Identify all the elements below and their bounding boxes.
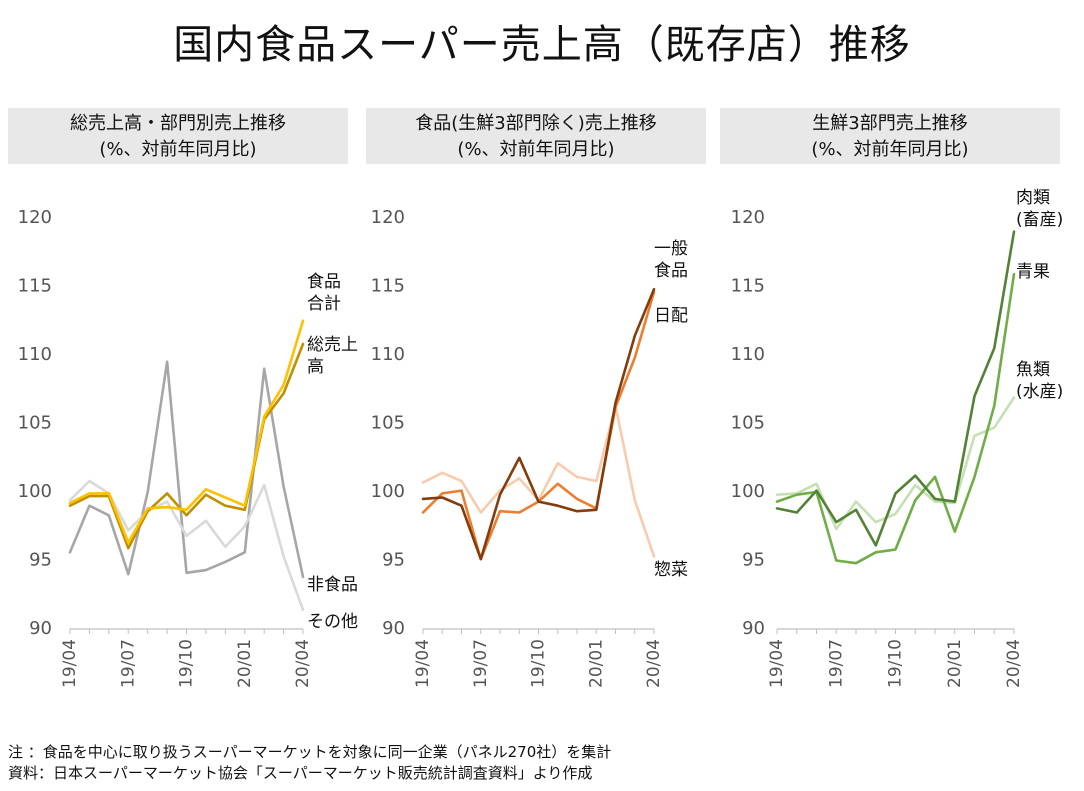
y-tick-label: 90 [742,618,765,639]
series-label: 高 [307,357,324,377]
panel-title: 総売上高・部門別売上推移 [70,113,286,134]
series-label: 惣菜 [654,560,688,580]
footnotes: 注 ：食品を中心に取り扱うスーパーマーケットを対象に同一企業（パネル270社）を… [8,742,611,784]
panel-title: 食品(生鮮3部門除く)売上推移 [415,113,657,134]
x-tick-label: 19/04 [767,639,787,688]
panel-unit: (%、対前年同月比) [811,139,969,160]
y-tick-label: 95 [29,550,52,571]
x-tick-label: 19/07 [471,639,491,688]
y-tick-label: 105 [18,413,52,434]
series-label: 青果 [1016,262,1050,282]
x-tick-label: 19/07 [826,639,846,688]
series-label: 総売上 [307,335,358,355]
x-tick-label: 20/04 [1004,639,1024,688]
series-line [775,396,1016,531]
x-tick-label: 20/01 [235,639,255,688]
source-line: 資料：日本スーパーマーケット協会「スーパーマーケット販売統計調査資料」より作成 [8,764,593,782]
y-tick-label: 105 [731,413,765,434]
note-line: 注 ：食品を中心に取り扱うスーパーマーケットを対象に同一企業（パネル270社）を… [8,743,612,761]
x-tick-label: 19/10 [529,639,549,688]
series-label: 一般 [654,239,688,259]
y-tick-label: 115 [731,276,765,297]
panel-header-total: 総売上高・部門別売上推移 (%、対前年同月比) [8,108,348,164]
y-tick-label: 100 [731,481,765,502]
y-tick-label: 110 [371,344,405,365]
x-tick-label: 20/01 [586,639,606,688]
y-tick-label: 120 [371,207,405,228]
x-tick-label: 20/04 [293,639,313,688]
series-line [775,272,1016,565]
y-tick-label: 115 [371,276,405,297]
panel-title: 生鮮3部門売上推移 [812,113,968,134]
y-tick-label: 120 [18,207,52,228]
series-label: その他 [307,612,358,632]
panel-unit: (%、対前年同月比) [99,139,257,160]
y-tick-label: 110 [18,344,52,365]
series-label: 日配 [654,306,688,326]
x-tick-label: 19/04 [413,639,433,688]
x-tick-label: 20/04 [644,639,664,688]
series-line [68,360,305,579]
series-line [68,342,305,550]
panel-header-fresh: 生鮮3部門売上推移 (%、対前年同月比) [720,108,1060,164]
x-tick-label: 19/07 [118,639,138,688]
page-title: 国内食品スーパー売上高（既存店）推移 [173,22,911,68]
series-line [775,230,1016,547]
y-tick-label: 95 [382,550,405,571]
panel-unit: (%、対前年同月比) [457,139,615,160]
x-tick-label: 19/10 [177,639,197,688]
y-tick-label: 115 [18,276,52,297]
series-line [68,479,305,612]
series-line [421,404,656,558]
series-label: (畜産) [1016,210,1063,230]
series-label: 非食品 [307,575,358,595]
y-tick-label: 105 [371,413,405,434]
series-label: 食品 [307,272,341,292]
series-line [421,287,656,561]
x-tick-label: 20/01 [945,639,965,688]
series-label: 合計 [307,294,341,314]
y-tick-label: 90 [382,618,405,639]
y-tick-label: 100 [18,481,52,502]
y-tick-label: 100 [371,481,405,502]
x-tick-label: 19/10 [886,639,906,688]
series-line [68,319,305,545]
y-tick-label: 95 [742,550,765,571]
y-tick-label: 120 [731,207,765,228]
series-label: 食品 [654,261,688,281]
series-label: (水産) [1016,382,1063,402]
y-tick-label: 110 [731,344,765,365]
series-label: 肉類 [1016,188,1050,208]
x-tick-label: 19/04 [60,639,80,688]
y-tick-label: 90 [29,618,52,639]
panel-header-food: 食品(生鮮3部門除く)売上推移 (%、対前年同月比) [366,108,706,164]
series-label: 魚類 [1016,360,1050,380]
